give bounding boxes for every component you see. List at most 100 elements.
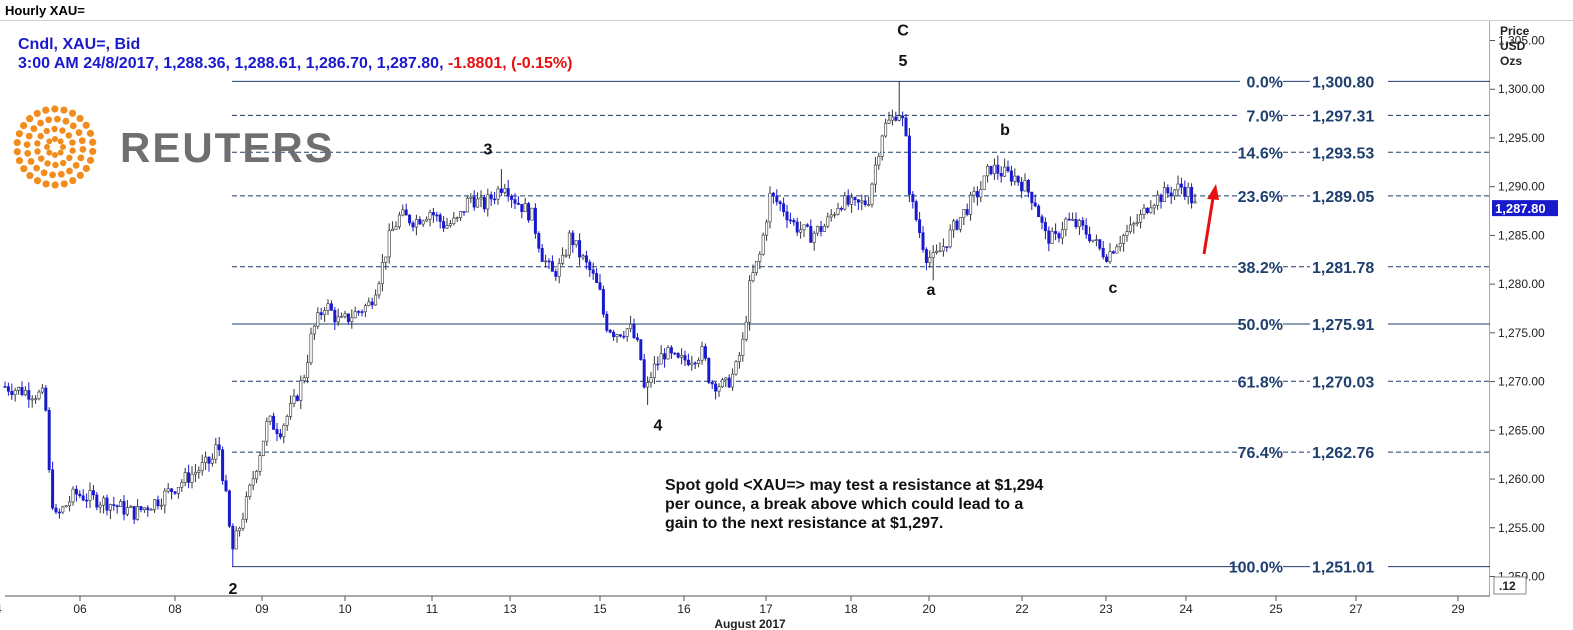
candle-body [452, 217, 456, 224]
candle-body [941, 246, 945, 252]
candle-body [125, 507, 129, 515]
reuters-logo-dot [44, 160, 51, 167]
x-tick-label: 25 [1269, 602, 1283, 616]
candle-body [64, 505, 68, 508]
candle-body [1037, 205, 1041, 218]
candle-body [826, 216, 830, 227]
corner-label: .12 [1499, 579, 1516, 593]
candle-body [1132, 223, 1136, 226]
candle-body [615, 334, 619, 337]
reuters-logo-dot [62, 117, 70, 125]
candle-body [850, 197, 854, 205]
candle-body [544, 260, 548, 263]
window-title-bar: Hourly XAU= [0, 0, 1573, 21]
candle-body [88, 490, 92, 501]
candle-body [1020, 181, 1024, 192]
candle-body [720, 379, 724, 388]
candle-body [1183, 186, 1187, 197]
candle-body [768, 192, 772, 223]
candle-body [435, 214, 439, 217]
fib-percent-label: 23.6% [1238, 189, 1283, 206]
candle-body [1111, 251, 1115, 254]
candle-body [663, 353, 667, 360]
candle-body [856, 199, 860, 203]
candle-body [1122, 235, 1126, 244]
candle-body [1118, 243, 1122, 248]
candle-body [357, 311, 361, 313]
candle-body [574, 240, 578, 246]
candle-body [703, 346, 707, 359]
candle-body [122, 501, 126, 515]
candle-body [952, 220, 956, 231]
candle-body [350, 317, 354, 322]
candle-body [57, 511, 61, 514]
candle-body [251, 478, 255, 486]
candle-body [1190, 186, 1194, 204]
candle-body [132, 506, 136, 520]
candle-body [799, 229, 803, 233]
candle-body [187, 472, 191, 483]
reuters-logo-dot [52, 136, 58, 142]
candle-body [911, 194, 915, 202]
candle-body [445, 225, 449, 229]
y-tick-label: 1,295.00 [1498, 131, 1545, 145]
candle-body [306, 362, 310, 378]
candle-body [632, 323, 636, 339]
candle-body [489, 194, 493, 200]
candle-body [285, 416, 289, 426]
fib-price-label: 1,289.05 [1312, 189, 1374, 206]
candle-body [476, 198, 480, 208]
candle-body [295, 395, 299, 401]
wave-label: 2 [229, 581, 238, 598]
info-header: Cndl, XAU=, Bid 3:00 AM 24/8/2017, 1,288.… [18, 36, 572, 72]
reuters-logo-dot [60, 106, 68, 114]
candle-body [999, 173, 1003, 177]
candle-body [737, 355, 741, 362]
reuters-logo-dot [45, 116, 53, 124]
reuters-logo-dot [33, 177, 42, 185]
candle-body [1030, 191, 1034, 204]
candle-body [1101, 248, 1105, 258]
candle-body [751, 272, 755, 282]
x-tick-label: 27 [1349, 602, 1363, 616]
candle-body [846, 195, 850, 205]
candle-body [3, 386, 7, 388]
y-tick-label: 1,265.00 [1498, 423, 1545, 437]
candle-body [81, 495, 85, 501]
candle-body [901, 115, 905, 119]
fib-percent-label: 50.0% [1238, 317, 1283, 334]
candle-body [115, 505, 119, 508]
candle-body [839, 208, 843, 210]
candle-body [200, 462, 204, 472]
x-tick-label: 18 [844, 602, 858, 616]
candle-body [972, 191, 976, 196]
candles [3, 81, 1197, 567]
candle-body [190, 473, 194, 483]
candle-body [731, 373, 735, 388]
reuters-logo-dot [60, 159, 67, 167]
candle-body [156, 499, 160, 507]
candle-body [734, 361, 738, 375]
reuters-logo-dot [26, 171, 34, 180]
candle-body [387, 230, 391, 258]
candle-body [51, 469, 55, 509]
candle-body [1003, 166, 1007, 177]
candle-body [414, 219, 418, 228]
candle-body [136, 506, 140, 520]
candle-body [1084, 225, 1088, 235]
candle-body [884, 122, 888, 137]
reuters-logo-dot [72, 161, 80, 169]
candle-body [646, 382, 650, 388]
candle-body [217, 444, 221, 451]
candle-body [914, 201, 918, 221]
reuters-logo-dot [13, 148, 21, 156]
reuters-logo-dot [33, 164, 41, 172]
candle-body [170, 488, 174, 492]
wave-label: 5 [899, 53, 908, 70]
candle-body [486, 194, 490, 210]
x-tick-label: 20 [922, 602, 936, 616]
candle-body [717, 386, 721, 392]
reuters-logo-dot [23, 141, 31, 148]
reuters-logo-dot [44, 144, 50, 150]
candle-body [1094, 239, 1098, 241]
